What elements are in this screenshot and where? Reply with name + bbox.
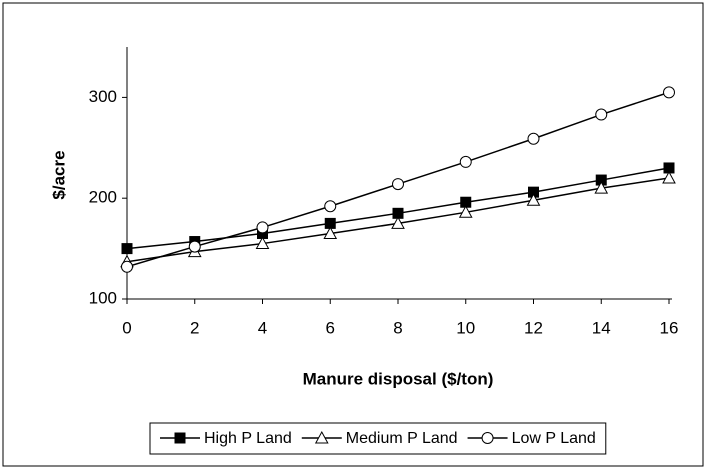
marker [121,243,133,255]
x-tick-label: 12 [524,318,543,337]
marker [594,181,609,194]
y-tick-label: 300 [89,87,117,106]
marker [314,430,329,444]
x-tick-label: 4 [258,318,267,337]
marker [526,193,541,206]
x-tick-label: 8 [393,318,402,337]
marker [481,432,494,444]
marker [174,432,186,444]
y-tick-label: 200 [89,188,117,207]
x-tick-label: 16 [660,318,679,337]
y-tick-label: 100 [89,288,117,307]
marker [527,132,540,145]
legend: High P Land Medium P Land Low P Land [149,422,607,455]
marker [256,221,269,234]
x-tick-label: 6 [326,318,335,337]
legend-box [149,422,607,455]
x-axis-title: Manure disposal ($/ton) [303,369,494,388]
marker [323,226,338,239]
y-axis-title: $/acre [49,150,68,199]
marker [188,240,201,253]
x-tick-label: 14 [592,318,611,337]
marker [458,205,473,218]
legend-label: High P Land [204,430,292,447]
legend-label: Low P Land [512,430,596,447]
marker [595,108,608,121]
marker [121,260,133,273]
x-tick-label: 2 [190,318,199,337]
chart-frame [2,2,704,467]
x-tick-label: 10 [456,318,475,337]
marker [255,236,270,250]
marker [392,178,404,191]
legend-label: Medium P Land [346,430,458,447]
marker [391,216,405,229]
marker [662,170,676,184]
marker [459,155,472,168]
marker [324,200,337,213]
marker [663,86,675,99]
x-tick-label: 0 [122,318,131,337]
